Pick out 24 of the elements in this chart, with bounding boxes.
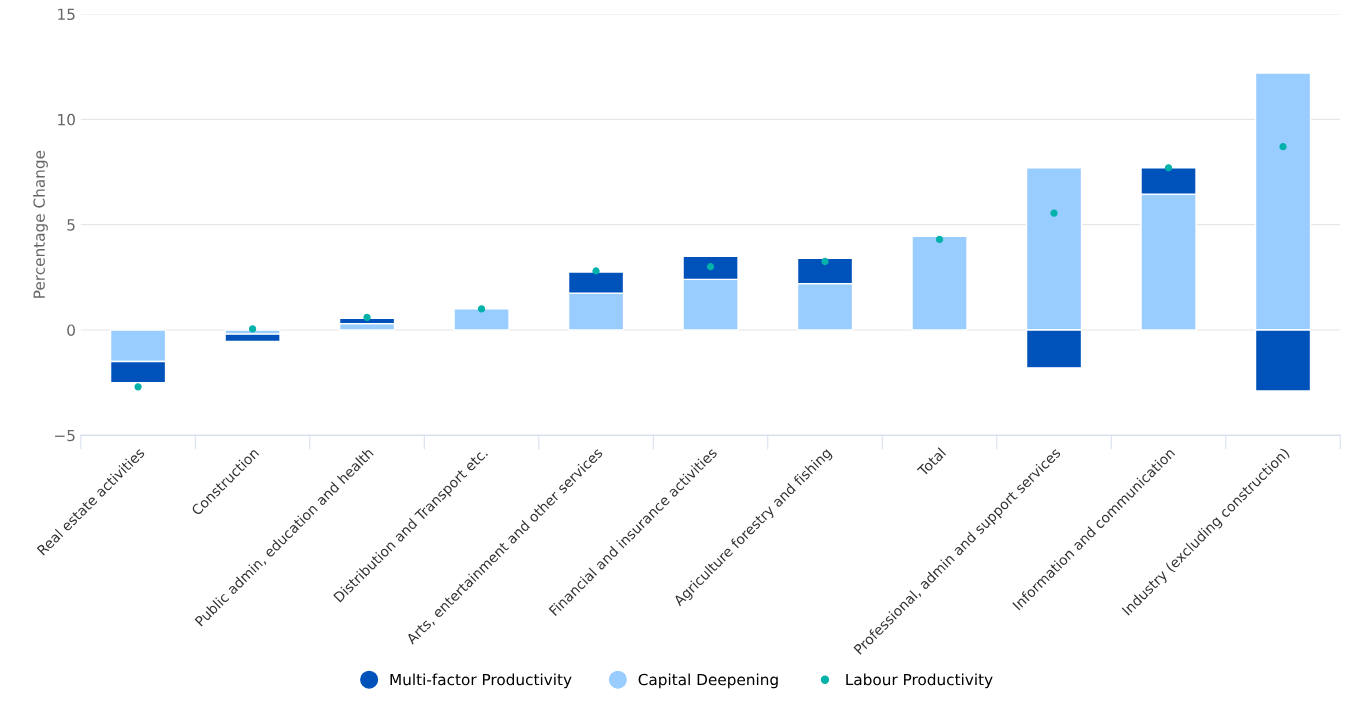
point xyxy=(363,313,371,321)
y-axis-title: Percentage Change xyxy=(33,150,48,298)
point xyxy=(134,383,142,391)
y-tick-label: 15 xyxy=(58,8,75,21)
y-tick-label: 5 xyxy=(67,219,75,231)
legend-label: Labour Productivity xyxy=(846,673,993,689)
point xyxy=(935,235,944,244)
y-tick-label: −5 xyxy=(55,429,75,442)
point xyxy=(592,267,600,275)
y-tick-label: 0 xyxy=(67,324,75,336)
bar xyxy=(224,333,281,343)
legend-label: Multi-factor Productivity xyxy=(390,673,572,689)
point xyxy=(1050,209,1058,217)
point xyxy=(706,263,715,271)
point xyxy=(1164,164,1173,172)
point xyxy=(1279,143,1287,151)
y-tick-label: 10 xyxy=(58,113,75,126)
point xyxy=(248,325,257,333)
point xyxy=(821,257,829,266)
point xyxy=(477,305,486,313)
bar xyxy=(453,308,510,331)
bar xyxy=(338,322,396,331)
bar xyxy=(911,235,968,331)
legend-label: Capital Deepening xyxy=(638,673,778,689)
